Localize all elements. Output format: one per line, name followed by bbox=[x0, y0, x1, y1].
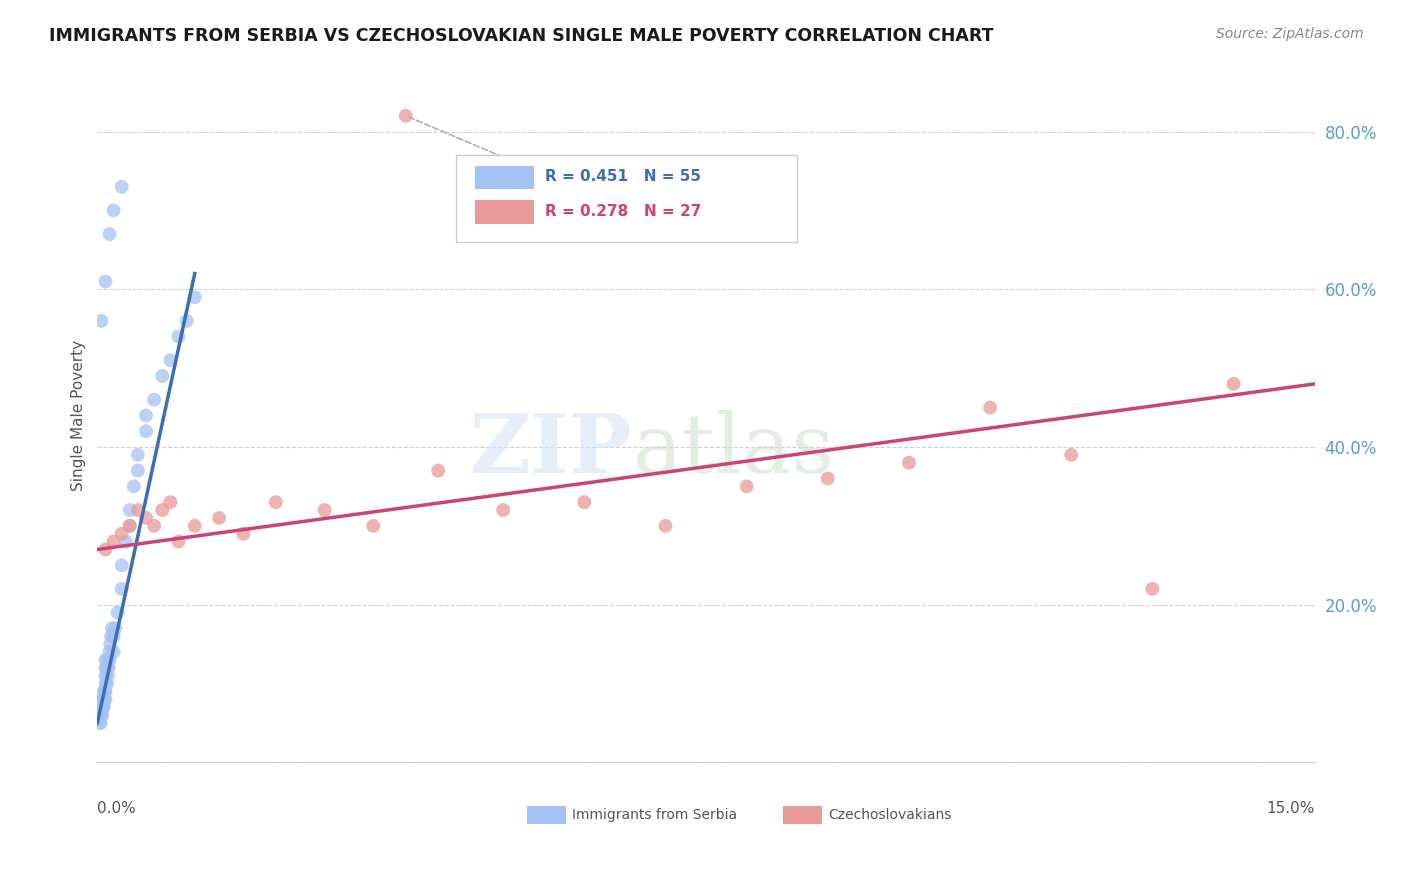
Point bbox=[111, 582, 134, 596]
Point bbox=[122, 479, 145, 493]
Point bbox=[94, 692, 117, 706]
Text: R = 0.278   N = 27: R = 0.278 N = 27 bbox=[546, 204, 702, 219]
Point bbox=[118, 518, 141, 533]
Text: 15.0%: 15.0% bbox=[1267, 800, 1315, 815]
Point bbox=[427, 464, 450, 478]
Point bbox=[735, 479, 758, 493]
Point bbox=[97, 661, 120, 675]
Point bbox=[167, 329, 190, 343]
Point bbox=[96, 676, 118, 690]
Text: ZIP: ZIP bbox=[471, 410, 633, 490]
Point bbox=[103, 534, 125, 549]
Point bbox=[98, 645, 121, 659]
Point bbox=[654, 518, 676, 533]
Point bbox=[135, 409, 157, 423]
Point bbox=[492, 503, 515, 517]
Point bbox=[127, 464, 149, 478]
Text: R = 0.451   N = 55: R = 0.451 N = 55 bbox=[546, 169, 702, 185]
Point bbox=[91, 692, 114, 706]
Point bbox=[91, 700, 114, 714]
Point bbox=[94, 684, 117, 698]
Point bbox=[208, 511, 231, 525]
Point bbox=[264, 495, 287, 509]
Point bbox=[159, 495, 181, 509]
Point bbox=[98, 227, 121, 241]
Point bbox=[94, 653, 117, 667]
Point bbox=[93, 700, 115, 714]
Point bbox=[94, 668, 117, 682]
FancyBboxPatch shape bbox=[783, 806, 821, 824]
Point bbox=[90, 708, 112, 723]
Text: Czechoslovakians: Czechoslovakians bbox=[828, 808, 950, 822]
FancyBboxPatch shape bbox=[457, 155, 797, 242]
Point bbox=[91, 692, 114, 706]
FancyBboxPatch shape bbox=[527, 806, 567, 824]
Point bbox=[111, 558, 134, 573]
Point bbox=[184, 290, 207, 304]
Point bbox=[111, 179, 134, 194]
Text: Source: ZipAtlas.com: Source: ZipAtlas.com bbox=[1216, 27, 1364, 41]
Point bbox=[118, 518, 141, 533]
Point bbox=[103, 629, 125, 643]
Point bbox=[143, 392, 166, 407]
Point bbox=[94, 661, 117, 675]
Point bbox=[103, 645, 125, 659]
Text: 0.0%: 0.0% bbox=[97, 800, 136, 815]
Point bbox=[184, 518, 207, 533]
Point bbox=[89, 708, 111, 723]
Point bbox=[897, 456, 920, 470]
Point bbox=[1142, 582, 1164, 596]
Point bbox=[574, 495, 596, 509]
Point bbox=[817, 471, 839, 485]
Point bbox=[103, 203, 125, 218]
Text: atlas: atlas bbox=[633, 410, 835, 490]
Point bbox=[159, 353, 181, 368]
Point bbox=[143, 518, 166, 533]
Point bbox=[90, 700, 112, 714]
Point bbox=[101, 621, 124, 635]
Point bbox=[118, 503, 141, 517]
Point bbox=[1222, 376, 1244, 391]
Point bbox=[94, 542, 117, 557]
Point bbox=[395, 109, 418, 123]
Point bbox=[100, 629, 122, 643]
Point bbox=[98, 653, 121, 667]
Point bbox=[176, 314, 198, 328]
Point bbox=[114, 534, 136, 549]
Point bbox=[361, 518, 384, 533]
Point bbox=[89, 715, 111, 730]
Text: Immigrants from Serbia: Immigrants from Serbia bbox=[572, 808, 737, 822]
Point bbox=[90, 715, 112, 730]
Point bbox=[91, 708, 114, 723]
Point bbox=[90, 314, 112, 328]
Point bbox=[97, 653, 120, 667]
Point bbox=[135, 424, 157, 438]
Point bbox=[107, 606, 129, 620]
Point bbox=[232, 526, 254, 541]
Point bbox=[98, 637, 121, 651]
FancyBboxPatch shape bbox=[475, 166, 534, 189]
Point bbox=[96, 661, 118, 675]
Point bbox=[127, 503, 149, 517]
FancyBboxPatch shape bbox=[475, 201, 534, 224]
Text: IMMIGRANTS FROM SERBIA VS CZECHOSLOVAKIAN SINGLE MALE POVERTY CORRELATION CHART: IMMIGRANTS FROM SERBIA VS CZECHOSLOVAKIA… bbox=[49, 27, 994, 45]
Y-axis label: Single Male Poverty: Single Male Poverty bbox=[72, 340, 86, 491]
Point bbox=[167, 534, 190, 549]
Point bbox=[93, 684, 115, 698]
Point bbox=[979, 401, 1001, 415]
Point bbox=[94, 274, 117, 288]
Point bbox=[94, 676, 117, 690]
Point bbox=[127, 448, 149, 462]
Point bbox=[104, 621, 127, 635]
Point bbox=[135, 511, 157, 525]
Point bbox=[93, 692, 115, 706]
Point bbox=[1060, 448, 1083, 462]
Point bbox=[111, 526, 134, 541]
Point bbox=[314, 503, 336, 517]
Point bbox=[150, 369, 173, 384]
Point bbox=[150, 503, 173, 517]
Point bbox=[90, 700, 112, 714]
Point bbox=[97, 668, 120, 682]
Point bbox=[93, 684, 115, 698]
